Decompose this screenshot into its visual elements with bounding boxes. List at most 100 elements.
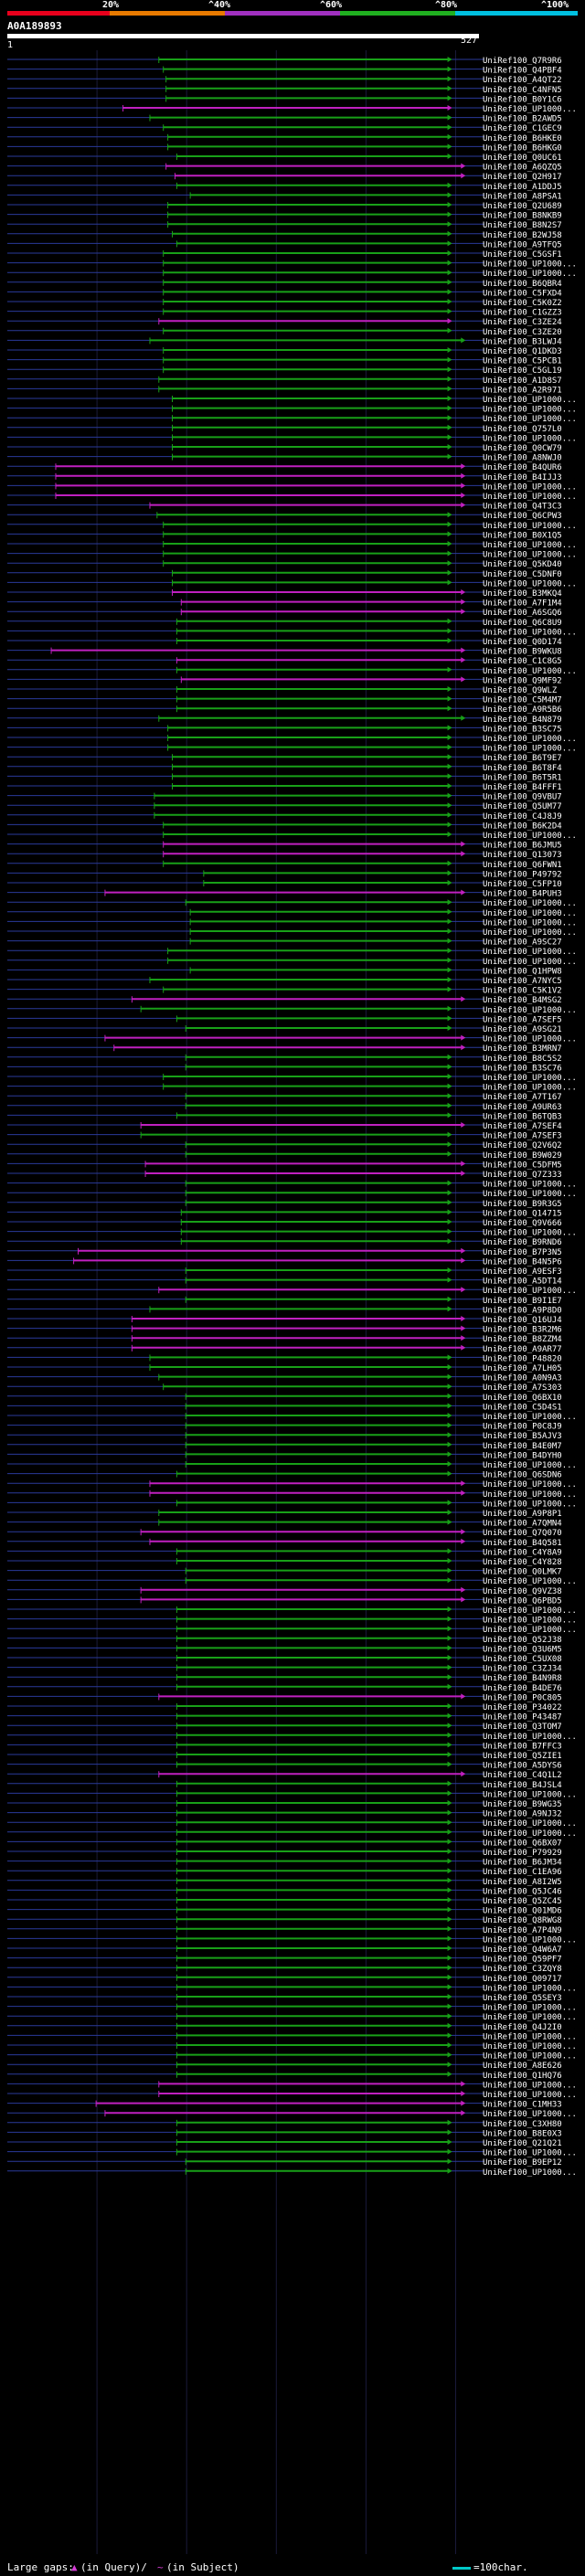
hit-label[interactable]: UniRef100_C5D4S1: [483, 1403, 562, 1412]
hit-label[interactable]: UniRef100_P79929: [483, 1849, 562, 1858]
hit-label[interactable]: UniRef100_B7FFC3: [483, 1742, 562, 1751]
hit-label[interactable]: UniRef100_UP1000...: [483, 2081, 577, 2090]
hit-label[interactable]: UniRef100_Q59PF7: [483, 1956, 562, 1965]
hit-label[interactable]: UniRef100_B4N879: [483, 716, 562, 725]
hit-label[interactable]: UniRef100_UP1000...: [483, 2004, 577, 2013]
hit-label[interactable]: UniRef100_UP1000...: [483, 1819, 577, 1829]
hit-label[interactable]: UniRef100_A7SEF4: [483, 1122, 562, 1131]
hit-label[interactable]: UniRef100_UP1000...: [483, 948, 577, 957]
hit-label[interactable]: UniRef100_C1GZZ3: [483, 309, 562, 318]
hit-label[interactable]: UniRef100_UP1000...: [483, 1790, 577, 1799]
hit-label[interactable]: UniRef100_C3ZE24: [483, 318, 562, 327]
hit-label[interactable]: UniRef100_UP1000...: [483, 1074, 577, 1083]
hit-label[interactable]: UniRef100_A7T167: [483, 1093, 562, 1102]
hit-label[interactable]: UniRef100_P0C8J9: [483, 1423, 562, 1432]
hit-label[interactable]: UniRef100_UP1000...: [483, 628, 577, 637]
hit-label[interactable]: UniRef100_UP1000...: [483, 1006, 577, 1015]
hit-label[interactable]: UniRef100_UP1000...: [483, 541, 577, 550]
hit-label[interactable]: UniRef100_B4DYH0: [483, 1451, 562, 1460]
hit-label[interactable]: UniRef100_B8ZZM4: [483, 1335, 562, 1344]
hit-label[interactable]: UniRef100_UP1000...: [483, 1935, 577, 1945]
hit-label[interactable]: UniRef100_C1GEC9: [483, 124, 562, 133]
hit-label[interactable]: UniRef100_C5GSF1: [483, 250, 562, 260]
hit-label[interactable]: UniRef100_A7SEF3: [483, 1132, 562, 1141]
hit-label[interactable]: UniRef100_Q7Z333: [483, 1171, 562, 1180]
hit-label[interactable]: UniRef100_Q01MD6: [483, 1907, 562, 1916]
hit-label[interactable]: UniRef100_Q7Q070: [483, 1529, 562, 1538]
hit-label[interactable]: UniRef100_C1C8G5: [483, 657, 562, 666]
hit-label[interactable]: UniRef100_UP1000...: [483, 918, 577, 928]
hit-label[interactable]: UniRef100_Q1HPW8: [483, 967, 562, 976]
hit-label[interactable]: UniRef100_B8NKB9: [483, 212, 562, 221]
hit-label[interactable]: UniRef100_A1D8S7: [483, 376, 562, 386]
hit-label[interactable]: UniRef100_P34022: [483, 1703, 562, 1712]
hit-label[interactable]: UniRef100_UP1000...: [483, 1035, 577, 1044]
hit-label[interactable]: UniRef100_P43487: [483, 1713, 562, 1723]
hit-label[interactable]: UniRef100_Q6BX07: [483, 1839, 562, 1848]
hit-label[interactable]: UniRef100_UP1000...: [483, 1490, 577, 1500]
hit-label[interactable]: UniRef100_B6HKG0: [483, 143, 562, 153]
hit-label[interactable]: UniRef100_B6TQB3: [483, 1112, 562, 1121]
hit-label[interactable]: UniRef100_Q7R9R6: [483, 57, 562, 66]
hit-label[interactable]: UniRef100_B3R2M6: [483, 1326, 562, 1335]
hit-label[interactable]: UniRef100_Q9VZ38: [483, 1587, 562, 1596]
hit-label[interactable]: UniRef100_C3XH80: [483, 2120, 562, 2129]
hit-label[interactable]: UniRef100_B3SC76: [483, 1064, 562, 1073]
hit-label[interactable]: UniRef100_C5GL19: [483, 366, 562, 376]
hit-label[interactable]: UniRef100_UP1000...: [483, 2110, 577, 2119]
hit-label[interactable]: UniRef100_UP1000...: [483, 522, 577, 531]
hit-label[interactable]: UniRef100_UP1000...: [483, 1500, 577, 1509]
hit-label[interactable]: UniRef100_B6K2D4: [483, 822, 562, 831]
hit-label[interactable]: UniRef100_UP1000...: [483, 493, 577, 502]
hit-label[interactable]: UniRef100_A7F1M4: [483, 599, 562, 609]
hit-label[interactable]: UniRef100_B8N2S7: [483, 221, 562, 230]
hit-label[interactable]: UniRef100_UP1000...: [483, 551, 577, 560]
hit-label[interactable]: UniRef100_A8I2W5: [483, 1878, 562, 1887]
hit-label[interactable]: UniRef100_B4Q581: [483, 1539, 562, 1548]
hit-label[interactable]: UniRef100_Q6BX10: [483, 1394, 562, 1403]
hit-label[interactable]: UniRef100_C1MH33: [483, 2101, 562, 2110]
hit-label[interactable]: UniRef100_B4MSG2: [483, 996, 562, 1005]
hit-label[interactable]: UniRef100_B3MRN7: [483, 1044, 562, 1054]
hit-label[interactable]: UniRef100_Q9VBU7: [483, 793, 562, 802]
hit-label[interactable]: UniRef100_Q0D174: [483, 638, 562, 647]
hit-label[interactable]: UniRef100_A6SGQ6: [483, 609, 562, 618]
hit-label[interactable]: UniRef100_B8C5S2: [483, 1055, 562, 1064]
hit-label[interactable]: UniRef100_UP1000...: [483, 745, 577, 754]
hit-label[interactable]: UniRef100_Q0UC61: [483, 154, 562, 163]
hit-label[interactable]: UniRef100_Q6SDN6: [483, 1471, 562, 1480]
hit-label[interactable]: UniRef100_Q2H917: [483, 173, 562, 182]
hit-label[interactable]: UniRef100_B8E0X3: [483, 2129, 562, 2138]
hit-label[interactable]: UniRef100_A9P8P1: [483, 1510, 562, 1519]
hit-label[interactable]: UniRef100_UP1000...: [483, 832, 577, 841]
hit-label[interactable]: UniRef100_C4Q1L2: [483, 1771, 562, 1780]
hit-label[interactable]: UniRef100_A9AR77: [483, 1345, 562, 1354]
hit-label[interactable]: UniRef100_B6QBR4: [483, 280, 562, 289]
hit-label[interactable]: UniRef100_B4PUH3: [483, 890, 562, 899]
hit-label[interactable]: UniRef100_A7LH05: [483, 1364, 562, 1373]
hit-label[interactable]: UniRef100_UP1000...: [483, 1084, 577, 1093]
hit-label[interactable]: UniRef100_Q9V666: [483, 1219, 562, 1228]
hit-label[interactable]: UniRef100_Q5SEY3: [483, 1994, 562, 2003]
hit-label[interactable]: UniRef100_A7SEF5: [483, 1015, 562, 1024]
hit-label[interactable]: UniRef100_UP1000...: [483, 1480, 577, 1489]
hit-label[interactable]: UniRef100_UP1000...: [483, 579, 577, 588]
hit-label[interactable]: UniRef100_B6JMU5: [483, 842, 562, 851]
hit-label[interactable]: UniRef100_A8E626: [483, 2062, 562, 2071]
hit-label[interactable]: UniRef100_Q6FWN1: [483, 861, 562, 870]
hit-label[interactable]: UniRef100_B4IJJ3: [483, 473, 562, 482]
hit-label[interactable]: UniRef100_UP1000...: [483, 909, 577, 918]
hit-label[interactable]: UniRef100_C4Y828: [483, 1558, 562, 1567]
hit-label[interactable]: UniRef100_UP1000...: [483, 1984, 577, 1993]
hit-label[interactable]: UniRef100_A8NWJ0: [483, 454, 562, 463]
hit-label[interactable]: UniRef100_A9ESF3: [483, 1267, 562, 1277]
hit-label[interactable]: UniRef100_A5DT14: [483, 1277, 562, 1287]
hit-label[interactable]: UniRef100_B4N5P6: [483, 1257, 562, 1267]
hit-label[interactable]: UniRef100_UP1000...: [483, 406, 577, 415]
hit-label[interactable]: UniRef100_B9W029: [483, 1151, 562, 1161]
hit-label[interactable]: UniRef100_A1DDJ5: [483, 183, 562, 192]
hit-label[interactable]: UniRef100_A9TFQ5: [483, 240, 562, 249]
hit-label[interactable]: UniRef100_C3ZE20: [483, 328, 562, 337]
hit-label[interactable]: UniRef100_Q5ZIE1: [483, 1752, 562, 1761]
hit-label[interactable]: UniRef100_B3LWJ4: [483, 337, 562, 346]
